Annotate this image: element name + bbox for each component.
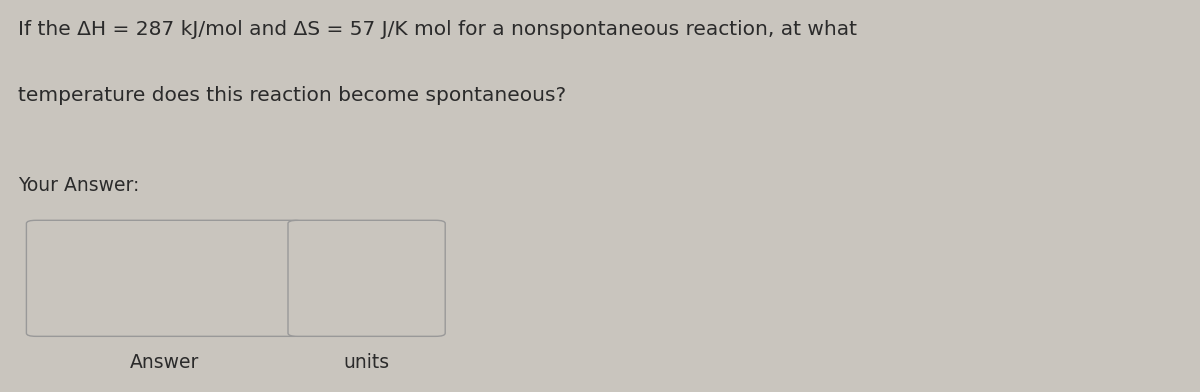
Text: Answer: Answer — [130, 353, 199, 372]
Text: temperature does this reaction become spontaneous?: temperature does this reaction become sp… — [18, 86, 566, 105]
FancyBboxPatch shape — [288, 220, 445, 336]
Text: units: units — [343, 353, 389, 372]
Text: Your Answer:: Your Answer: — [18, 176, 139, 195]
FancyBboxPatch shape — [26, 220, 304, 336]
Text: If the ΔH = 287 kJ/mol and ΔS = 57 J/K mol for a nonspontaneous reaction, at wha: If the ΔH = 287 kJ/mol and ΔS = 57 J/K m… — [18, 20, 857, 38]
